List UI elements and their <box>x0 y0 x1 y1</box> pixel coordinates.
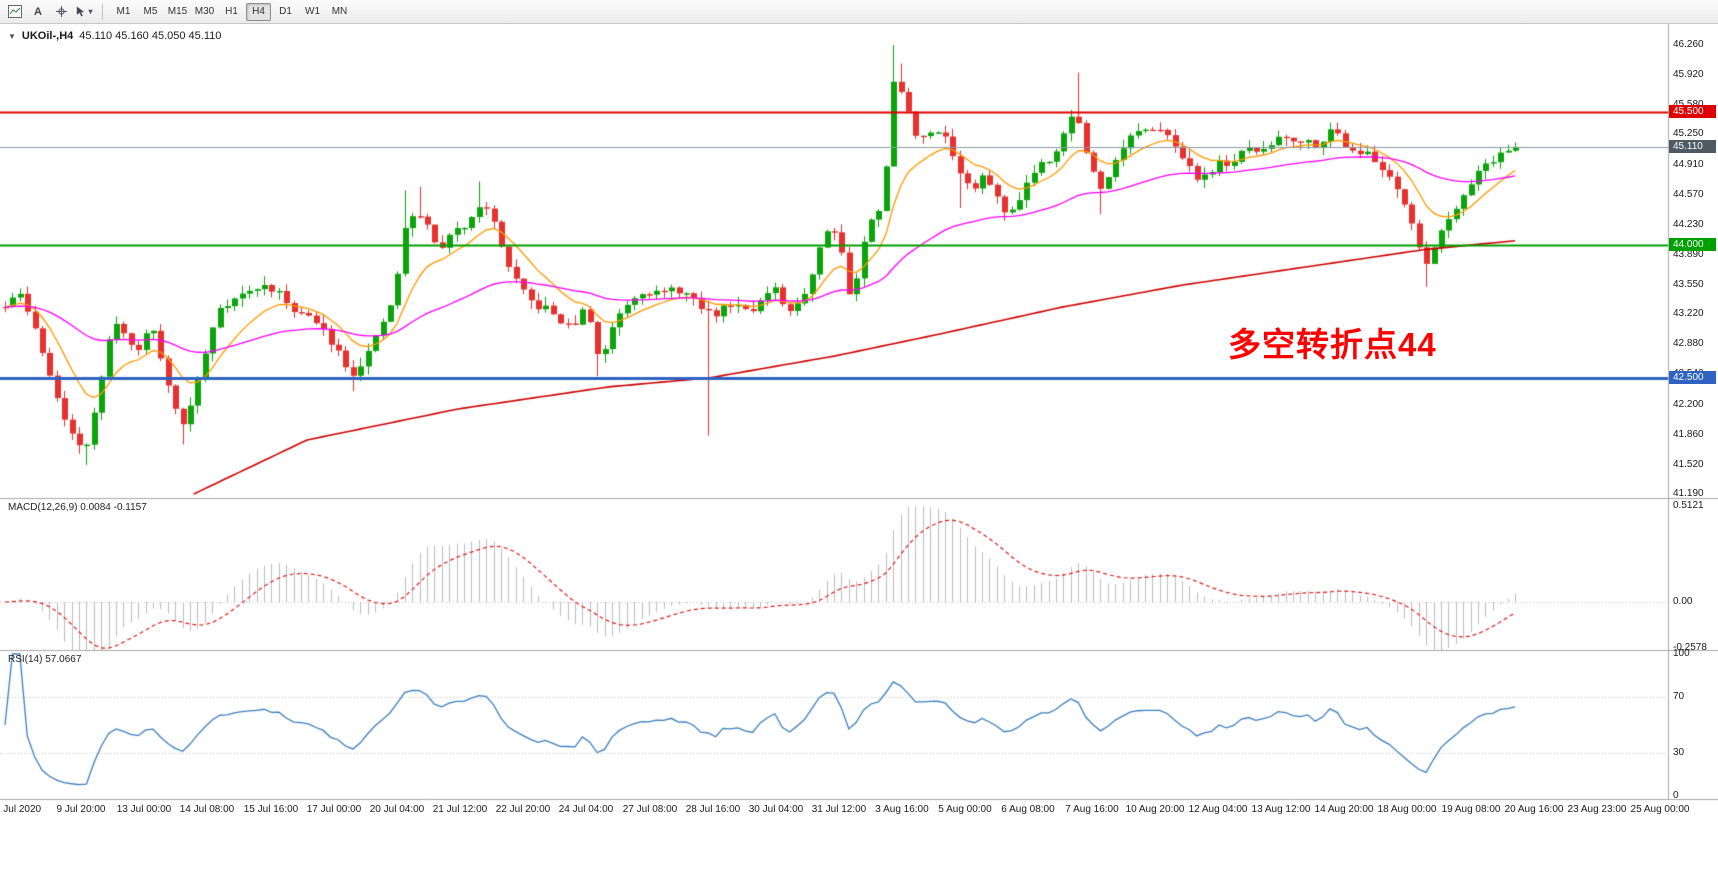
crosshair-glyph <box>55 6 67 17</box>
cursor-glyph <box>77 6 85 17</box>
timeframe-h1[interactable]: H1 <box>219 3 244 21</box>
timeframe-group: M1 M5 M15 M30 H1 H4 D1 W1 MN <box>110 2 353 21</box>
chart-window-icon[interactable] <box>4 2 26 22</box>
timeframe-w1[interactable]: W1 <box>300 3 325 21</box>
timeframe-d1[interactable]: D1 <box>273 3 298 21</box>
timeframe-h4[interactable]: H4 <box>246 2 271 21</box>
chevron-down-icon: ▾ <box>88 7 93 16</box>
toolbar-divider <box>102 3 103 20</box>
chart-glyph <box>8 5 22 18</box>
chart-canvas[interactable] <box>0 24 1718 893</box>
timeframe-m5[interactable]: M5 <box>138 3 163 21</box>
timeframe-mn[interactable]: MN <box>327 3 352 21</box>
cursor-tool-dropdown[interactable]: ▾ <box>73 2 95 22</box>
crosshair-icon[interactable] <box>50 2 72 22</box>
timeframe-m1[interactable]: M1 <box>111 3 136 21</box>
timeframe-m15[interactable]: M15 <box>165 3 190 21</box>
chart-area: ▼ UKOil-,H4 45.110 45.160 45.050 45.110 … <box>0 24 1718 893</box>
timeframe-m30[interactable]: M30 <box>192 3 217 21</box>
toolbar: A ▾ M1 M5 M15 M30 H1 H4 D1 W1 MN <box>0 0 1718 24</box>
annotate-text-button[interactable]: A <box>27 2 49 22</box>
